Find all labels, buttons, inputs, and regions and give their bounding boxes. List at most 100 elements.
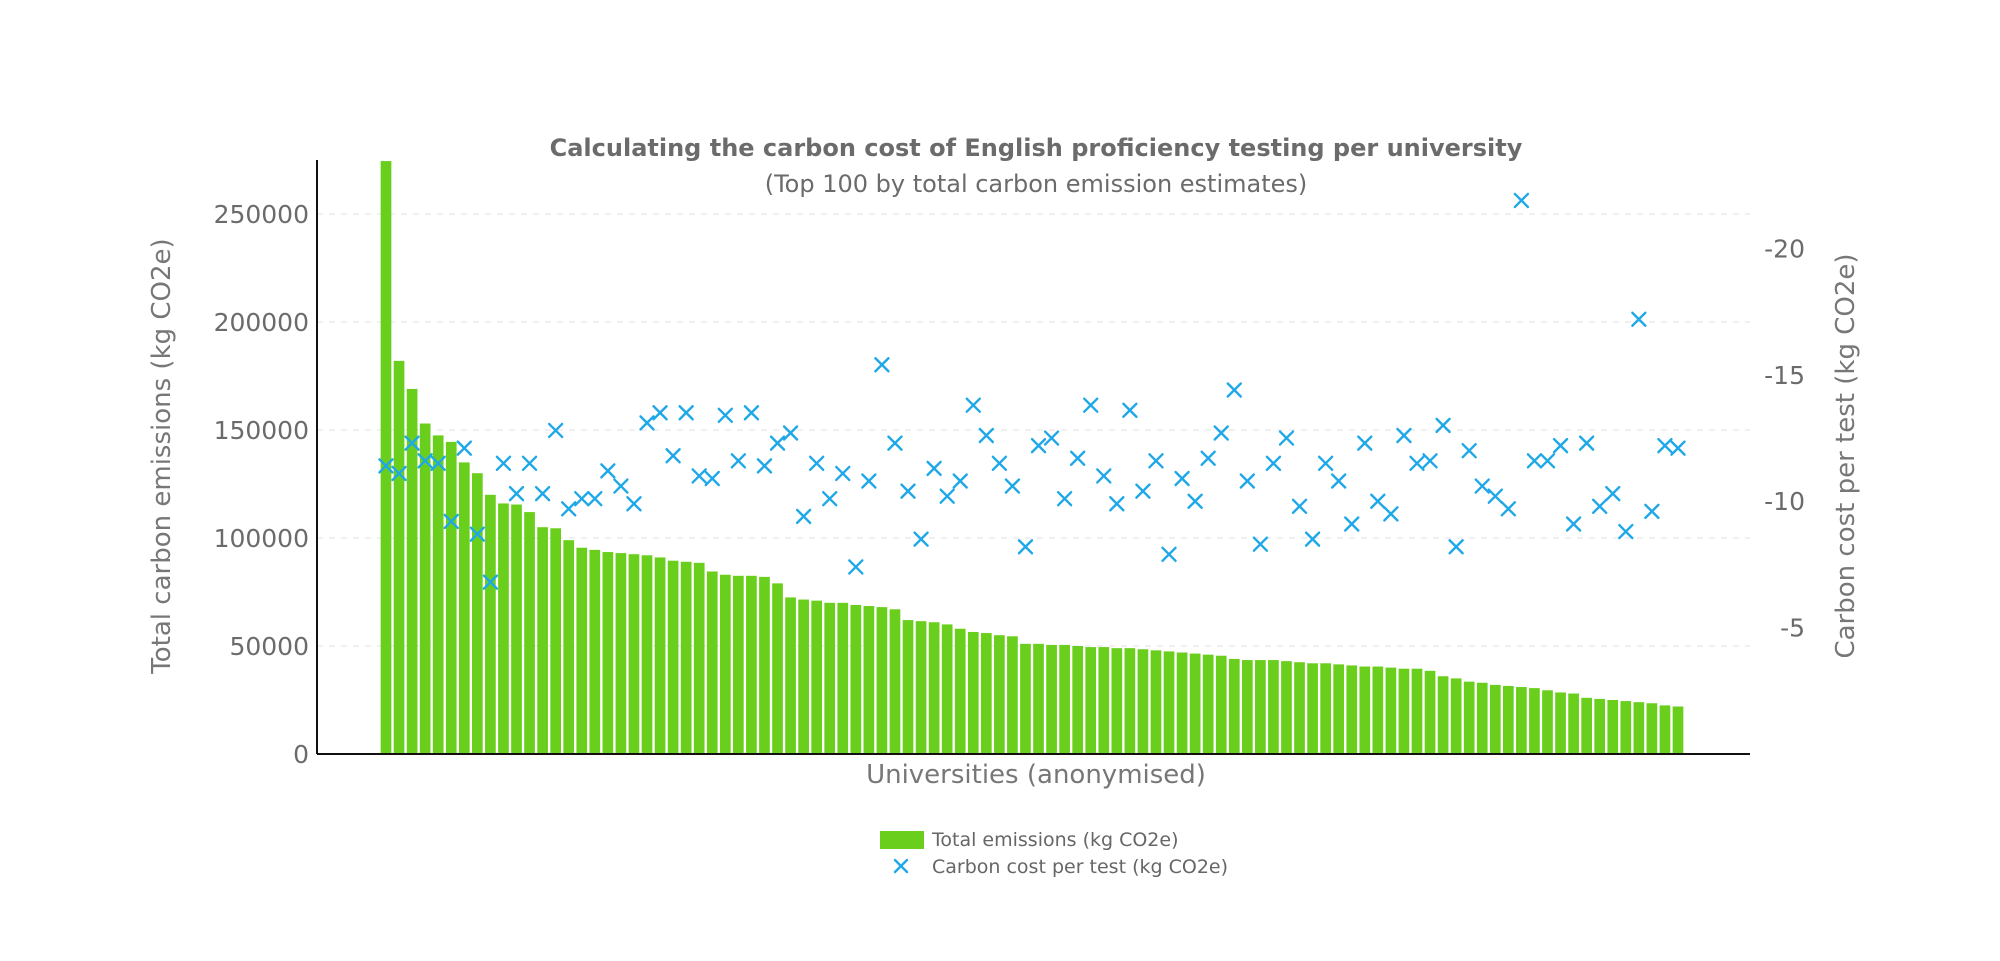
y-tick-label: 0 (293, 740, 309, 769)
y-tick-label: 250000 (214, 200, 309, 229)
scatter-point (717, 407, 734, 423)
bar (1516, 687, 1527, 754)
scatter-point (848, 559, 864, 575)
bar (563, 540, 575, 754)
scatter-point (1396, 427, 1412, 444)
bar (602, 552, 614, 754)
scatter-point (1565, 516, 1582, 532)
bar (1372, 666, 1384, 754)
scatter-point (547, 422, 564, 439)
bar (1124, 648, 1136, 754)
bar (941, 624, 953, 754)
scatter-point (1161, 546, 1177, 563)
scatter-point (443, 513, 459, 530)
bar (1085, 647, 1097, 754)
scatter-point (1083, 397, 1099, 413)
y-tick-label: 100000 (214, 524, 309, 553)
bar (550, 528, 562, 754)
scatter-point (1670, 440, 1686, 456)
legend-bar-swatch (880, 831, 924, 849)
bar (954, 628, 966, 754)
bar (432, 435, 444, 754)
bar (393, 360, 405, 754)
y2-tick-label: -20 (1764, 234, 1805, 263)
scatter-point (1422, 453, 1438, 469)
scatter-point (391, 465, 407, 482)
scatter-point (743, 405, 760, 421)
bar (1189, 653, 1201, 754)
scatter-point (769, 435, 786, 451)
x-axis-label: Universities (anonymised) (866, 760, 1206, 790)
scatter-point (1096, 468, 1112, 484)
scatter-point (574, 491, 590, 507)
bar (406, 388, 418, 754)
marker-series (378, 192, 1686, 590)
bar (824, 602, 836, 754)
bar (1463, 681, 1475, 754)
scatter-point (1605, 485, 1621, 502)
bar (980, 633, 992, 754)
bar (876, 607, 888, 754)
scatter-point (1487, 488, 1503, 504)
bar (1450, 678, 1462, 754)
scatter-point (1148, 453, 1164, 469)
bar (1033, 643, 1044, 754)
legend: Total emissions (kg CO2e) Carbon cost pe… (880, 829, 1228, 878)
scatter-point (1344, 516, 1360, 532)
bar (967, 631, 979, 754)
scatter-point (1004, 478, 1021, 494)
scatter-point (1317, 455, 1334, 472)
bar (1568, 693, 1579, 754)
scatter-point (652, 405, 668, 421)
bar (1359, 666, 1371, 754)
bar (1529, 688, 1540, 754)
bar (1320, 663, 1331, 754)
bar (1542, 690, 1553, 754)
scatter-point (678, 405, 694, 421)
bar (1411, 668, 1423, 754)
scatter-point (1252, 536, 1269, 552)
scatter-point (1500, 501, 1517, 517)
bar (524, 512, 535, 754)
scatter-point (1435, 417, 1451, 434)
scatter-point (913, 531, 929, 547)
bar (589, 549, 601, 754)
y-axis-label: Total carbon emissions (kg CO2e) (147, 238, 177, 674)
bar (654, 557, 666, 754)
bar (902, 620, 914, 754)
scatter-point (1239, 473, 1256, 489)
scatter-point (1631, 311, 1647, 327)
bar (537, 527, 548, 754)
bar (1398, 668, 1410, 754)
bar (889, 609, 901, 754)
bar (1424, 670, 1436, 754)
scatter-point (1591, 498, 1608, 514)
scatter-point (1330, 473, 1347, 489)
scatter-point (782, 425, 799, 441)
legend-marker-label: Carbon cost per test (kg CO2e) (932, 856, 1228, 878)
scatter-point (978, 427, 995, 444)
scatter-point (1448, 539, 1464, 555)
scatter-point (1265, 455, 1282, 472)
bar (1581, 697, 1592, 754)
bar (733, 575, 744, 754)
bar (641, 555, 653, 754)
scatter-point (822, 491, 838, 507)
scatter-point (430, 455, 446, 472)
bar (1176, 652, 1188, 754)
bar (1020, 643, 1031, 754)
bar (746, 575, 757, 754)
scatter-point (1552, 437, 1569, 454)
scatter-point (1030, 437, 1047, 454)
bar (1476, 682, 1488, 754)
scatter-point (1578, 435, 1595, 451)
y2-axis-label: Carbon cost per test (kg CO2e) (1831, 253, 1861, 658)
bar (719, 574, 731, 754)
bar (445, 441, 457, 754)
bar (863, 606, 875, 754)
bar (1098, 647, 1110, 754)
bar (1385, 667, 1397, 754)
scatter-point (991, 455, 1008, 472)
bar (1007, 636, 1018, 754)
